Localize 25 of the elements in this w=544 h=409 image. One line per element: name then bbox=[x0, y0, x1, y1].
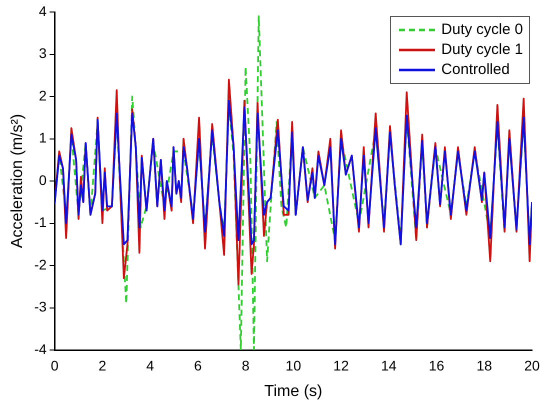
legend-label: Duty cycle 1 bbox=[441, 40, 523, 60]
x-tick-label: 18 bbox=[476, 357, 492, 374]
y-axis-title: Acceleration (m/s²) bbox=[9, 114, 26, 248]
x-tick-label: 14 bbox=[381, 357, 397, 374]
y-tick-label: -2 bbox=[34, 256, 47, 272]
legend-label: Duty cycle 0 bbox=[441, 20, 523, 40]
y-tick-label: 1 bbox=[38, 130, 47, 146]
y-tick-label: -4 bbox=[34, 340, 47, 357]
y-tick-label: 0 bbox=[38, 172, 47, 188]
x-tick-label: 4 bbox=[146, 357, 154, 374]
y-tick-label: 2 bbox=[38, 87, 47, 104]
x-tick-label: 0 bbox=[50, 357, 59, 374]
y-tick-label: 4 bbox=[38, 2, 47, 19]
y-tick-label: -1 bbox=[34, 214, 47, 230]
x-tick-label: 8 bbox=[242, 357, 250, 374]
x-tick-label: 20 bbox=[524, 357, 540, 374]
y-tick-label: 3 bbox=[38, 45, 47, 62]
legend-label: Controlled bbox=[441, 60, 510, 80]
x-tick-label: 10 bbox=[286, 357, 302, 374]
x-tick-label: 12 bbox=[333, 357, 350, 374]
x-axis-title: Time (s) bbox=[264, 382, 322, 400]
x-tick-label: 6 bbox=[194, 357, 202, 374]
y-tick-label: -3 bbox=[34, 298, 47, 315]
x-tick-label: 2 bbox=[98, 357, 106, 374]
x-tick-label: 16 bbox=[428, 357, 445, 374]
